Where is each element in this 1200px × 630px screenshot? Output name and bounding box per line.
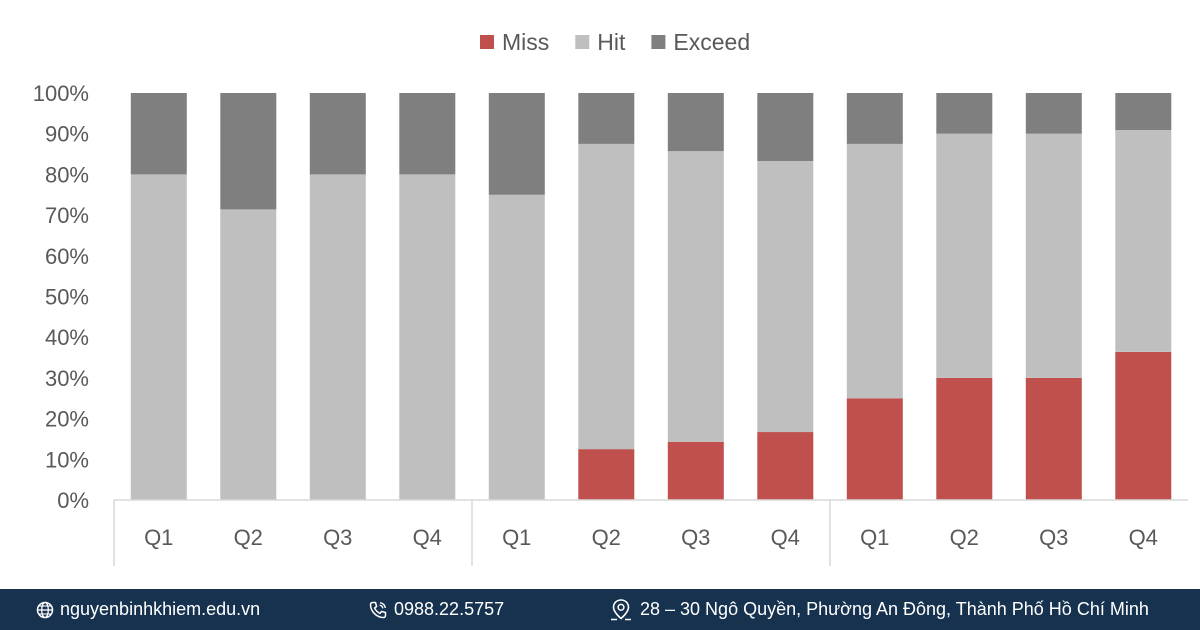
website-text: nguyenbinhkhiem.edu.vn [60, 599, 261, 619]
bar-segment-exceed [846, 93, 903, 144]
bar-segment-miss [578, 449, 635, 500]
x-tick-label: Q3 [1039, 525, 1068, 550]
legend-label: Miss [502, 29, 549, 55]
x-tick-label: Q4 [771, 525, 800, 550]
legend-swatch [480, 35, 494, 49]
x-tick-label: Q4 [413, 525, 442, 550]
location-pin-icon [608, 597, 634, 623]
bar-segment-miss [846, 398, 903, 501]
y-tick-label: 60% [45, 244, 89, 269]
bar-segment-exceed [1115, 93, 1172, 130]
legend-swatch [651, 35, 666, 49]
bar-segment-exceed [130, 93, 187, 175]
y-tick-label: 10% [45, 447, 89, 472]
bar-segment-miss [1115, 351, 1172, 500]
website-item[interactable]: nguyenbinhkhiem.edu.vn [36, 589, 260, 630]
bar-segment-exceed [220, 93, 277, 210]
bar-segment-exceed [757, 93, 814, 161]
address-item[interactable]: 28 – 30 Ngô Quyền, Phường An Đông, Thành… [608, 589, 1149, 630]
y-axis: 0% 10% 20% 30% 40% 50% 60% 70% 80% 90% 100% [33, 81, 89, 513]
x-tick-label: Q1 [144, 525, 173, 550]
phone-text: 0988.22.5757 [394, 599, 505, 619]
y-tick-label: 80% [45, 162, 89, 187]
x-tick-label: Q3 [323, 525, 352, 550]
bar-segment-hit [309, 174, 366, 500]
legend-label: Hit [597, 29, 626, 55]
bar-segment-exceed [488, 93, 545, 195]
y-tick-label: 50% [45, 285, 89, 310]
bar-segment-hit [936, 133, 993, 378]
x-tick-label: Q4 [1129, 525, 1158, 550]
y-tick-label: 20% [45, 407, 89, 432]
y-tick-label: 40% [45, 325, 89, 350]
stacked-bar-chart: Miss Hit Exceed 0% 10% 20% 30% 40% 50% 60% 70% 80%… [33, 29, 1188, 566]
bars [130, 93, 1172, 501]
y-tick-label: 0% [57, 488, 89, 513]
phone-icon [368, 600, 388, 620]
bar-segment-hit [220, 209, 277, 500]
globe-icon [36, 601, 54, 619]
y-tick-label: 100% [33, 81, 89, 106]
bar-segment-miss [936, 377, 993, 500]
x-tick-label: Q2 [950, 525, 979, 550]
x-tick-label: Q2 [234, 525, 263, 550]
x-axis: Q1 Q2 Q3 Q4 Q1 Q2 Q3 Q4 Q1 Q2 Q3 Q4 [113, 499, 1188, 566]
x-tick-label: Q3 [681, 525, 710, 550]
bar-segment-hit [130, 174, 187, 500]
bar-segment-exceed [936, 93, 993, 134]
legend-label: Exceed [673, 29, 750, 55]
bar-segment-exceed [578, 93, 635, 144]
bar-segment-hit [1025, 133, 1082, 378]
bar-segment-exceed [399, 93, 456, 175]
bar-segment-exceed [667, 93, 724, 152]
y-tick-label: 70% [45, 203, 89, 228]
phone-item[interactable]: 0988.22.5757 [368, 589, 504, 630]
bar-segment-hit [1115, 130, 1172, 352]
chart-legend: Miss Hit Exceed [480, 29, 750, 55]
x-tick-label: Q2 [592, 525, 621, 550]
bar-segment-miss [1025, 377, 1082, 500]
bar-segment-hit [757, 161, 814, 433]
bar-segment-hit [578, 143, 635, 450]
bar-segment-hit [846, 143, 903, 399]
bar-segment-hit [399, 174, 456, 500]
bar-segment-exceed [309, 93, 366, 175]
y-tick-label: 30% [45, 366, 89, 391]
address-text: 28 – 30 Ngô Quyền, Phường An Đông, Thành… [640, 599, 1149, 619]
bar-segment-miss [757, 432, 814, 500]
y-tick-label: 90% [45, 122, 89, 147]
bar-segment-exceed [1025, 93, 1082, 134]
contact-footer: nguyenbinhkhiem.edu.vn 0988.22.5757 28 –… [0, 589, 1200, 630]
x-tick-label: Q1 [502, 525, 531, 550]
bar-segment-miss [667, 441, 724, 500]
bar-segment-hit [488, 194, 545, 501]
legend-swatch [575, 35, 590, 49]
bar-segment-hit [667, 151, 724, 442]
x-tick-label: Q1 [860, 525, 889, 550]
